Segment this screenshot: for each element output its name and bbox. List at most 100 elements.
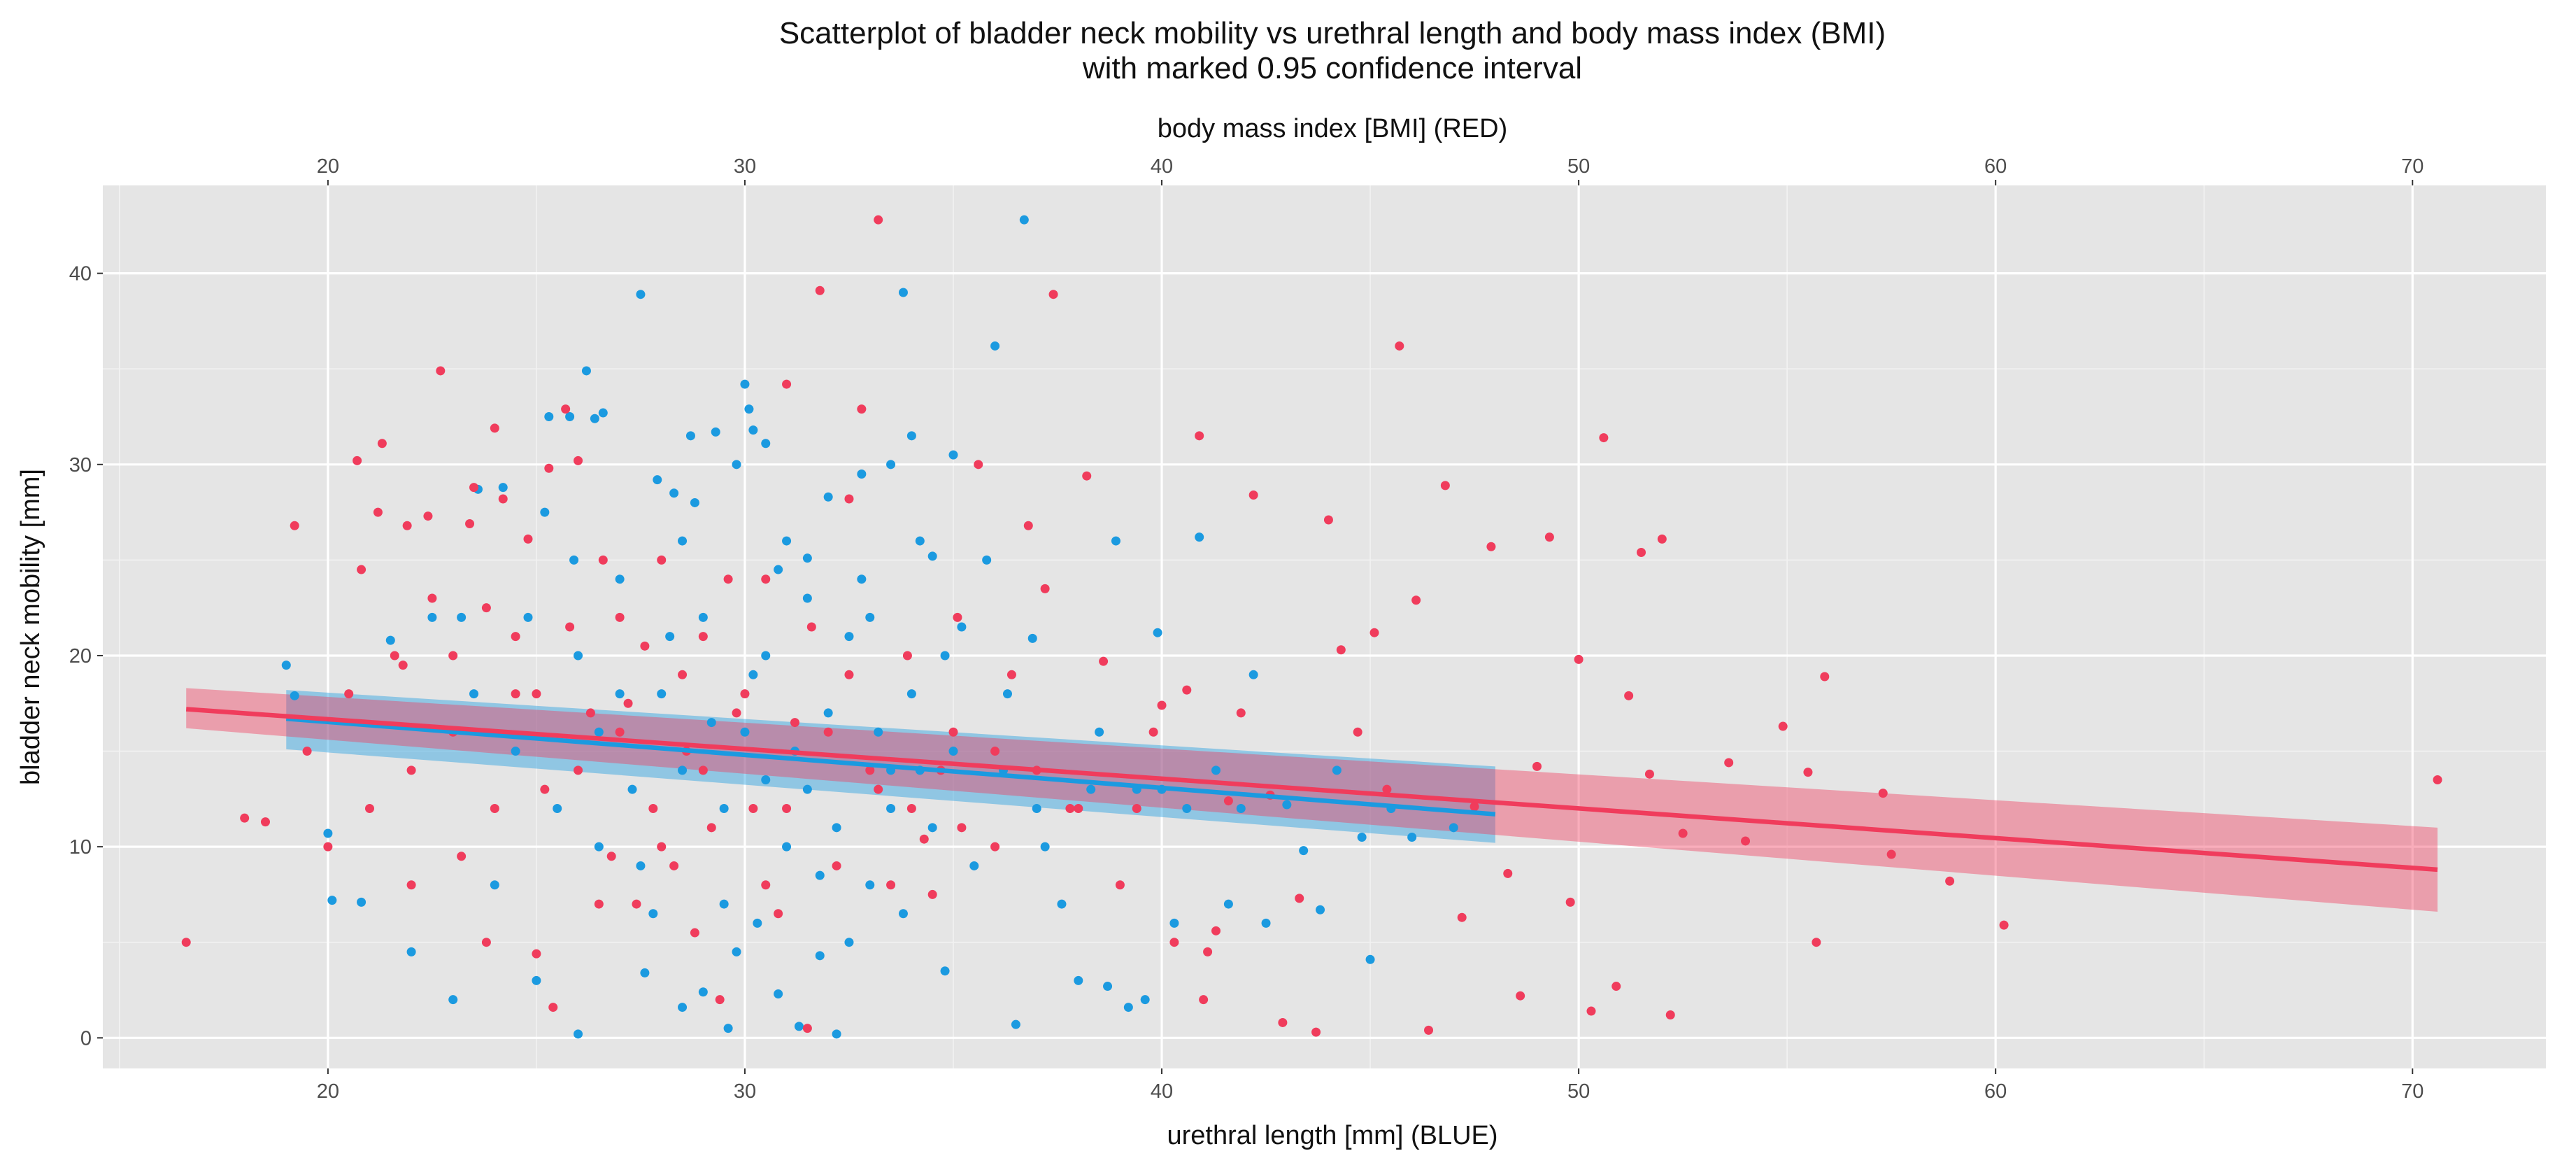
red-point <box>1132 804 1141 814</box>
chart-title: Scatterplot of bladder neck mobility vs … <box>779 16 1886 50</box>
red-point <box>1411 595 1421 605</box>
red-point <box>490 423 499 433</box>
red-point <box>748 804 758 814</box>
red-point <box>1336 645 1346 655</box>
blue-point <box>565 412 575 422</box>
red-point <box>1440 481 1450 490</box>
red-point <box>481 603 491 613</box>
red-point <box>377 439 387 449</box>
red-point <box>874 215 883 225</box>
blue-point <box>1223 899 1233 909</box>
x2-tick-label: 50 <box>1567 155 1590 178</box>
red-point <box>1278 1017 1288 1027</box>
blue-point <box>448 995 458 1005</box>
regression-lines <box>185 707 2438 873</box>
blue-point <box>748 425 758 435</box>
blue-point <box>290 691 299 700</box>
blue-point <box>627 784 637 794</box>
blue-point <box>690 497 699 507</box>
blue-point <box>598 408 608 418</box>
red-point <box>874 784 883 794</box>
red-point <box>823 727 833 737</box>
red-point <box>594 899 604 909</box>
red-point <box>561 404 571 414</box>
red-point <box>1999 920 2009 930</box>
red-point <box>1040 584 1050 593</box>
blue-point <box>886 804 896 814</box>
y-tick-label: 0 <box>80 1027 92 1050</box>
x-tick-label: 40 <box>1151 1080 1173 1103</box>
blue-point <box>581 366 591 376</box>
blue-point <box>815 870 825 880</box>
blue-point <box>1040 842 1050 852</box>
blue-point <box>1095 727 1104 737</box>
blue-point <box>823 492 833 502</box>
blue-point <box>1111 536 1120 546</box>
axis-ticks: 20 30 40 50 60 70 20 30 40 50 60 70 0 10 20 30 40 <box>69 155 2424 1103</box>
blue-point <box>723 1024 733 1033</box>
red-point <box>1236 708 1246 718</box>
blue-point <box>669 488 679 498</box>
red-point <box>802 1024 812 1033</box>
blue-point <box>590 414 599 423</box>
blue-point <box>1011 1019 1020 1029</box>
red-point <box>1424 1025 1434 1035</box>
red-point <box>1486 542 1496 551</box>
blue-point <box>665 632 675 642</box>
red-point <box>548 1003 558 1012</box>
blue-point <box>1169 918 1179 928</box>
red-point <box>782 379 792 389</box>
blue-point <box>990 341 1000 351</box>
y-tick-label: 30 <box>69 454 92 476</box>
blue-point <box>940 651 950 661</box>
blue-point <box>698 612 708 622</box>
blue-point <box>802 784 812 794</box>
blue-point <box>1365 954 1375 964</box>
blue-point <box>782 842 792 852</box>
blue-point <box>357 897 367 907</box>
red-point <box>906 804 916 814</box>
red-point <box>1006 670 1016 679</box>
blue-point <box>636 290 646 299</box>
blue-point <box>678 1003 688 1012</box>
red-point <box>1624 691 1634 700</box>
red-point <box>357 565 367 574</box>
blue-point <box>761 439 771 449</box>
x2-tick-label: 40 <box>1151 155 1173 178</box>
red-point <box>678 670 688 679</box>
red-point <box>606 852 616 861</box>
red-point <box>1820 672 1830 682</box>
blue-point <box>490 880 499 890</box>
red-point <box>598 555 608 565</box>
blue-point <box>774 565 783 574</box>
red-point <box>344 689 354 699</box>
blue-point <box>540 507 550 517</box>
blue-point <box>1002 689 1012 699</box>
scatter-points <box>181 215 2442 1039</box>
red-point <box>523 534 533 544</box>
blue-point <box>1332 765 1342 775</box>
blue-point <box>678 536 688 546</box>
red-point <box>353 456 362 465</box>
red-point <box>1074 804 1083 814</box>
red-point <box>1099 656 1109 666</box>
red-point <box>1532 761 1542 771</box>
red-point <box>481 938 491 947</box>
red-point <box>1182 685 1192 695</box>
red-point <box>1812 938 1821 947</box>
red-point <box>1778 721 1788 731</box>
red-point <box>498 494 508 504</box>
red-point <box>1586 1006 1596 1016</box>
blue-point <box>678 765 688 775</box>
red-point <box>1148 727 1158 737</box>
blue-point <box>761 775 771 785</box>
blue-point <box>948 450 958 460</box>
red-point <box>364 804 374 814</box>
blue-point <box>857 469 867 479</box>
red-point <box>623 698 633 708</box>
red-point <box>1199 995 1209 1005</box>
y-tick-label: 20 <box>69 645 92 668</box>
red-point <box>698 765 708 775</box>
blue-point <box>657 689 667 699</box>
